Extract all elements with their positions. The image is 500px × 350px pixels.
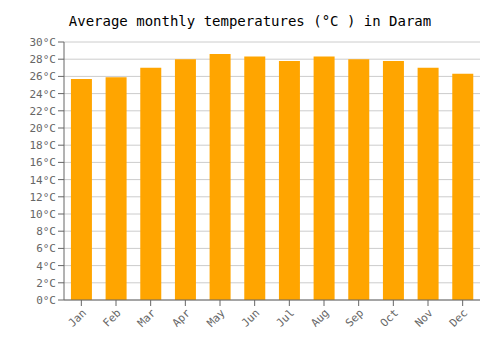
svg-text:Feb: Feb	[100, 306, 123, 329]
svg-text:Sep: Sep	[343, 306, 366, 329]
svg-text:16°C: 16°C	[30, 156, 57, 169]
svg-text:Mar: Mar	[135, 306, 159, 330]
svg-text:22°C: 22°C	[30, 105, 57, 118]
svg-text:Dec: Dec	[447, 306, 470, 329]
svg-text:0°C: 0°C	[36, 294, 56, 307]
svg-text:10°C: 10°C	[30, 208, 57, 221]
svg-text:30°C: 30°C	[30, 36, 57, 49]
svg-text:6°C: 6°C	[36, 242, 56, 255]
svg-text:Nov: Nov	[412, 306, 436, 330]
svg-text:12°C: 12°C	[30, 191, 57, 204]
html-text:Average monthly temperatures (: Average monthly temperatures (°C ) in Da…	[68, 13, 432, 29]
svg-text:8°C: 8°C	[36, 225, 56, 238]
svg-text:Aug: Aug	[308, 306, 331, 329]
svg-text:Oct: Oct	[378, 306, 401, 329]
svg-text:Apr: Apr	[170, 306, 194, 330]
svg-text:May: May	[204, 306, 228, 330]
svg-text:18°C: 18°C	[30, 139, 57, 152]
svg-text:14°C: 14°C	[30, 174, 57, 187]
svg-text:Jul: Jul	[274, 306, 297, 329]
svg-text:Jun: Jun	[239, 306, 262, 329]
svg-text:4°C: 4°C	[36, 260, 56, 273]
svg-text:26°C: 26°C	[30, 70, 57, 83]
svg-text:2°C: 2°C	[36, 277, 56, 290]
svg-text:28°C: 28°C	[30, 53, 57, 66]
svg-text:20°C: 20°C	[30, 122, 57, 135]
svg-text:Jan: Jan	[66, 306, 89, 329]
svg-text:24°C: 24°C	[30, 88, 57, 101]
